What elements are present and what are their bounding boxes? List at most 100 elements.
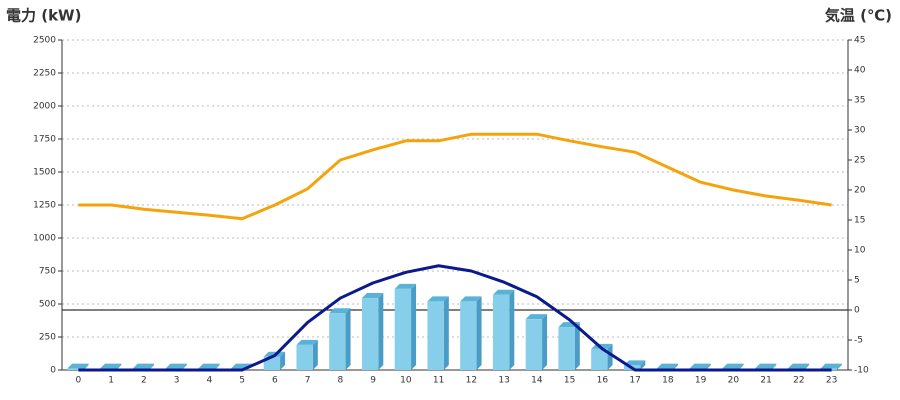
bar-side: [705, 363, 711, 370]
bar-top: [165, 363, 187, 369]
bar-top: [787, 363, 810, 369]
bar-side: [116, 363, 122, 370]
line: [78, 264, 832, 372]
x-tick-label: 3: [174, 376, 180, 386]
x-tick-label: 19: [695, 376, 707, 386]
bar-side: [771, 363, 777, 370]
bar: [460, 301, 477, 370]
bar-side: [443, 296, 449, 370]
x-tick-label: 20: [728, 376, 740, 386]
y2-tick-label: 30: [854, 126, 866, 136]
bar-side: [476, 296, 482, 370]
x-tick-label: 13: [498, 376, 509, 386]
bar: [329, 313, 346, 370]
x-tick-label: 12: [466, 376, 477, 386]
x-tick-label: 11: [433, 376, 444, 386]
bar-side: [607, 343, 613, 370]
x-tick-label: 23: [826, 376, 837, 386]
x-tick-label: 21: [760, 376, 771, 386]
x-tick-label: 1: [108, 376, 114, 386]
bar: [591, 348, 608, 370]
right-axis-title: 気温 (℃): [825, 7, 892, 25]
y2-tick-label: -10: [854, 366, 869, 376]
y-tick-label: 2500: [33, 36, 56, 46]
x-tick-label: 18: [662, 376, 674, 386]
bar-side: [149, 363, 155, 370]
x-tick-label: 15: [564, 376, 575, 386]
bar-side: [804, 363, 810, 370]
bar: [558, 327, 575, 370]
x-tick-label: 7: [305, 376, 311, 386]
x-tick-label: 17: [629, 376, 640, 386]
bar-top: [329, 308, 351, 314]
bar-side: [542, 314, 548, 370]
bar-side: [312, 339, 318, 370]
x-tick-label: 0: [76, 376, 82, 386]
bar-top: [99, 363, 122, 369]
bar-side: [673, 363, 679, 370]
x-tick-label: 9: [370, 376, 376, 386]
bar: [492, 294, 510, 370]
y-tick-label: 1500: [33, 168, 56, 178]
bar-side: [738, 363, 744, 370]
bar-top: [296, 339, 318, 345]
y-tick-label: 1250: [33, 201, 56, 211]
bar-side: [83, 363, 89, 370]
bar-side: [574, 322, 580, 370]
bar-top: [525, 314, 548, 320]
y2-tick-label: 20: [854, 186, 866, 196]
left-axis-title: 電力 (kW): [6, 7, 81, 25]
bar-top: [132, 363, 155, 369]
x-tick-label: 22: [793, 376, 804, 386]
x-tick-label: 2: [141, 376, 147, 386]
x-tick-label: 14: [531, 376, 543, 386]
x-tick-label: 4: [207, 376, 213, 386]
y2-tick-label: 45: [854, 36, 865, 46]
bar-side: [836, 363, 842, 370]
bar-top: [460, 296, 482, 302]
y-tick-label: 2000: [33, 102, 56, 112]
y-tick-label: 2250: [33, 69, 56, 79]
y2-tick-label: 5: [854, 276, 860, 286]
y2-tick-label: 0: [854, 306, 860, 316]
bar-side: [214, 363, 220, 370]
bar-top: [623, 360, 646, 366]
y2-tick-label: -5: [854, 336, 863, 346]
y-tick-label: 500: [39, 300, 56, 310]
bar-top: [198, 363, 220, 369]
bar-top: [722, 363, 744, 369]
bar-top: [754, 363, 777, 369]
x-tick-label: 8: [338, 376, 344, 386]
bar-top: [492, 289, 515, 295]
line: [78, 132, 832, 221]
y2-tick-label: 25: [854, 156, 865, 166]
y-tick-label: 1000: [33, 234, 56, 244]
y2-tick-label: 35: [854, 96, 865, 106]
bar-top: [361, 293, 384, 299]
y2-tick-label: 10: [854, 246, 866, 256]
y2-tick-label: 40: [854, 66, 866, 76]
bar-top: [394, 283, 417, 289]
bar-side: [345, 308, 351, 370]
bar-side: [640, 360, 646, 370]
bar-side: [280, 351, 286, 370]
bar-top: [656, 363, 679, 369]
bar-side: [411, 283, 417, 370]
bar-top: [67, 363, 89, 369]
bar: [525, 319, 543, 370]
y-tick-label: 750: [39, 267, 56, 277]
x-tick-label: 10: [400, 376, 412, 386]
x-tick-label: 6: [272, 376, 278, 386]
bar-top: [820, 363, 842, 369]
x-tick-label: 5: [239, 376, 245, 386]
bar-top: [427, 296, 449, 302]
bar: [394, 288, 412, 370]
bar-top: [689, 363, 711, 369]
bar-side: [181, 363, 187, 370]
bar: [67, 368, 84, 370]
y-tick-label: 250: [39, 333, 56, 343]
y-tick-label: 1750: [33, 135, 56, 145]
bar-side: [378, 293, 384, 370]
bar: [427, 301, 444, 370]
